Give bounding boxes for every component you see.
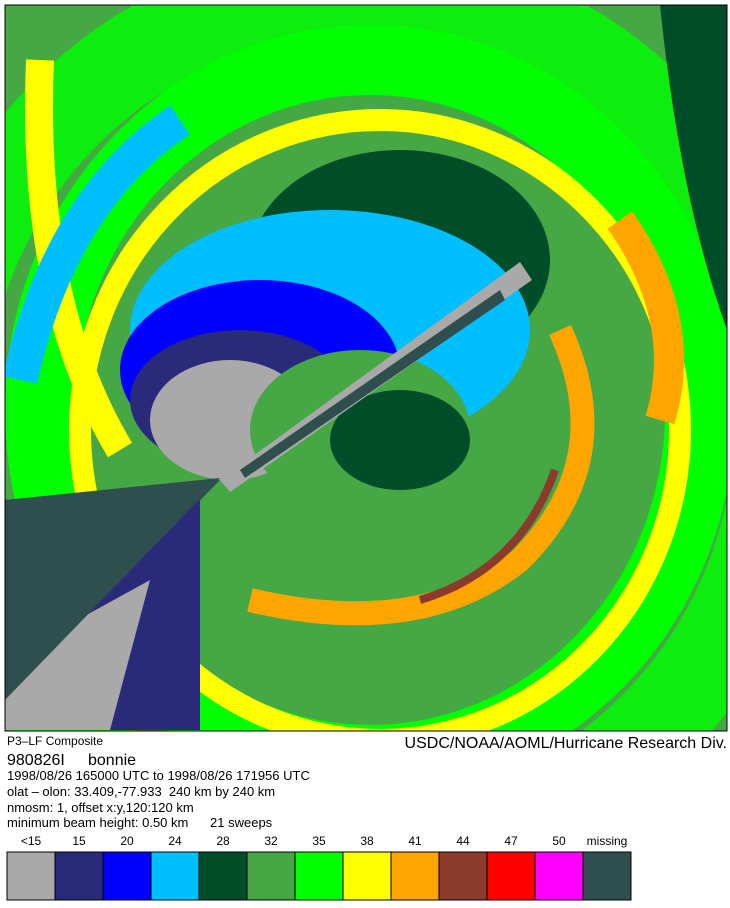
legend-swatch [102, 851, 152, 901]
legend-label: 15 [72, 834, 86, 848]
storm-name: bonnie [88, 752, 136, 769]
legend-swatch [390, 851, 440, 901]
legend-swatch [198, 851, 248, 901]
legend-swatch [486, 851, 536, 901]
legend-label: 32 [264, 834, 278, 848]
legend-label: 24 [168, 834, 182, 848]
legend-label: 35 [312, 834, 326, 848]
legend-swatch [438, 851, 488, 901]
legend-label: 47 [504, 834, 518, 848]
info-line: olat – olon: 33.409,-77.933 240 km by 24… [7, 784, 275, 799]
info-line: minimum beam height: 0.50 km 21 sweeps [7, 815, 273, 830]
legend-label: 44 [456, 834, 470, 848]
image-frame [4, 4, 728, 732]
legend-label: 50 [552, 834, 566, 848]
legend-swatch [54, 851, 104, 901]
legend-swatch [294, 851, 344, 901]
legend-swatch [534, 851, 584, 901]
legend-swatch [150, 851, 200, 901]
legend-swatch [342, 851, 392, 901]
legend-label: 20 [120, 834, 134, 848]
info-line: nmosm: 1, offset x:y,120:120 km [7, 800, 194, 815]
info-line: 1998/08/26 165000 UTC to 1998/08/26 1719… [7, 768, 310, 783]
flight-id: 980826I [7, 752, 65, 769]
composite-label: P3–LF Composite [7, 734, 103, 748]
legend-label: missing [587, 834, 628, 848]
legend-label: 38 [360, 834, 374, 848]
legend-label: <15 [21, 834, 42, 848]
legend-swatch [246, 851, 296, 901]
legend-label: 41 [408, 834, 422, 848]
radar-image [5, 5, 727, 731]
legend-swatch [6, 851, 56, 901]
legend: <15 15 20 24 28 32 35 38 41 44 47 50 missing [6, 834, 632, 901]
legend-label: 28 [216, 834, 230, 848]
legend-swatch [582, 851, 632, 901]
agency-label: USDC/NOAA/AOML/Hurricane Research Div. [405, 735, 727, 752]
